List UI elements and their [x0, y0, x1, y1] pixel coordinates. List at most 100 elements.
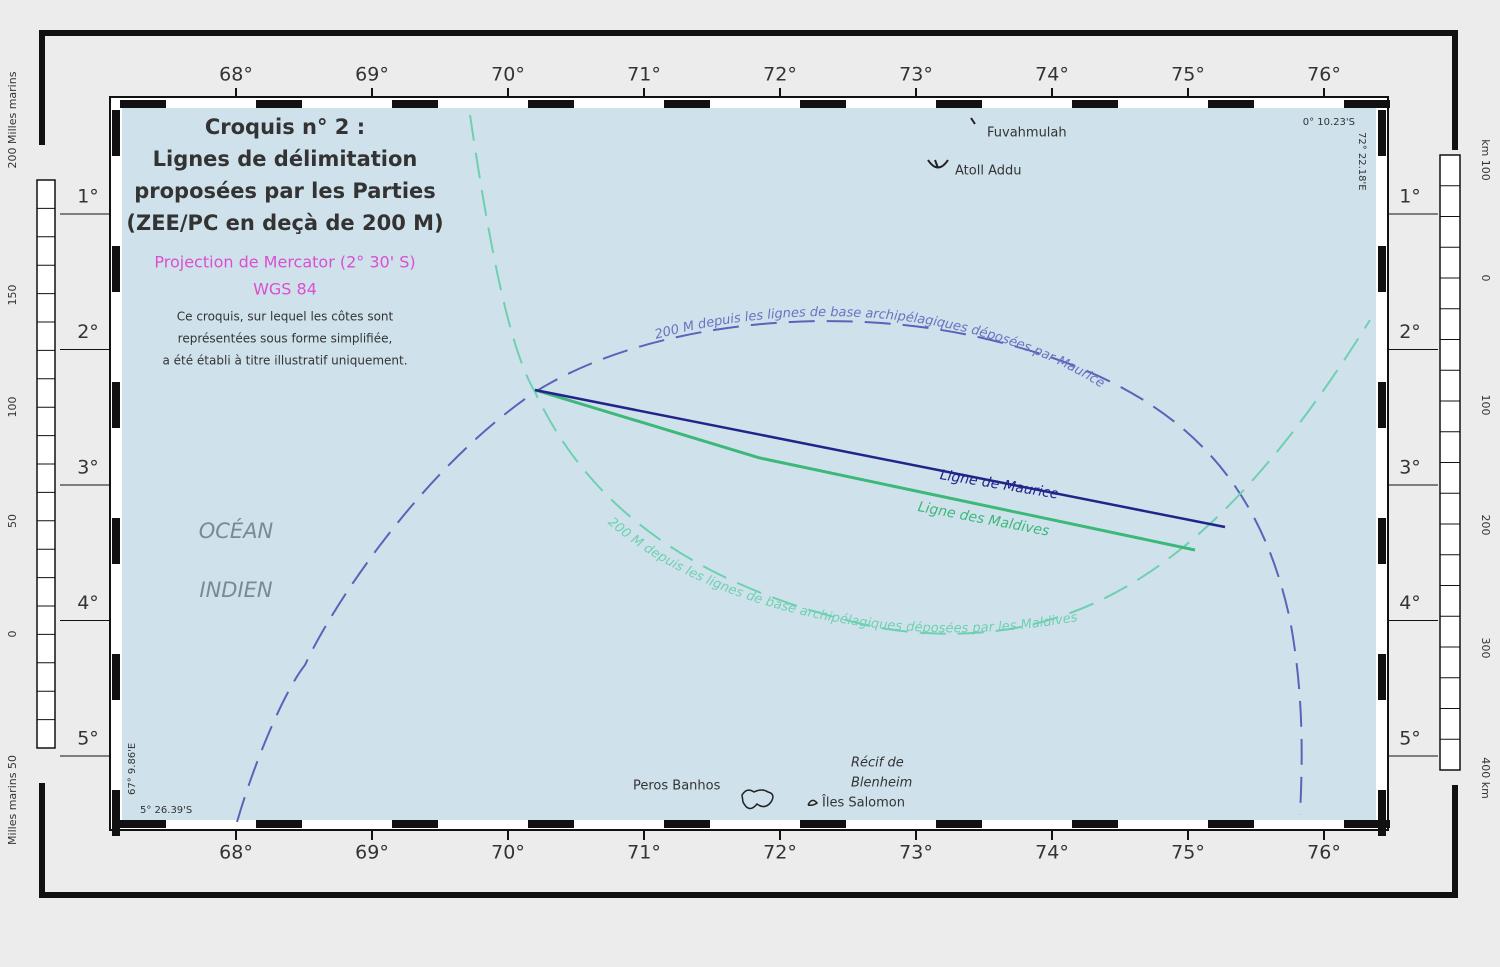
- latitude-label: 4°: [77, 592, 99, 614]
- latitude-label: 4°: [1399, 592, 1421, 614]
- latitude-label: 5°: [1399, 728, 1421, 750]
- latitude-label: 5°: [77, 728, 99, 750]
- longitude-label: 76°: [1307, 842, 1341, 864]
- outer-frame: [39, 30, 1458, 898]
- frame-tick: [256, 820, 302, 828]
- latitude-label: 3°: [1399, 457, 1421, 479]
- longitude-label: 70°: [491, 842, 525, 864]
- frame-tick: [800, 100, 846, 108]
- scale-right-label: 100: [1479, 395, 1492, 416]
- frame-tick: [1072, 100, 1118, 108]
- latitude-label: 2°: [1399, 321, 1421, 343]
- scale-left-label: 200 Milles marins: [6, 71, 19, 168]
- frame-tick: [1378, 790, 1386, 836]
- title-line: (ZEE/PC en deçà de 200 M): [126, 211, 443, 235]
- frame-tick: [112, 382, 120, 428]
- frame-tick: [112, 246, 120, 292]
- frame-tick: [112, 518, 120, 564]
- scale-left-label: Milles marins 50: [6, 755, 19, 845]
- place-label: Récif de: [851, 756, 904, 771]
- frame-tick: [664, 100, 710, 108]
- note: représentées sous forme simplifiée,: [178, 332, 393, 346]
- longitude-label: 71°: [627, 64, 661, 86]
- place-label: Fuvahmulah: [987, 126, 1067, 141]
- frame-tick: [528, 820, 574, 828]
- frame-tick: [120, 100, 166, 108]
- longitude-label: 75°: [1171, 842, 1205, 864]
- note: a été établi à titre illustratif uniquem…: [162, 354, 407, 368]
- frame-tick: [256, 100, 302, 108]
- title-line: Croquis n° 2 :: [205, 115, 365, 139]
- title-line: proposées par les Parties: [134, 179, 436, 203]
- scale-right-label: 400 km: [1479, 757, 1492, 799]
- line-maurice: [534, 388, 1226, 529]
- longitude-label: 74°: [1035, 842, 1069, 864]
- frame-tick: [800, 820, 846, 828]
- frame-tick: [1378, 654, 1386, 700]
- frame-tick: [1208, 820, 1254, 828]
- longitude-label: 69°: [355, 842, 389, 864]
- longitude-label: 68°: [219, 64, 253, 86]
- longitude-label: 73°: [899, 842, 933, 864]
- scale-left-label: 0: [6, 631, 19, 638]
- islands-north: [927, 117, 976, 169]
- frame-tick: [1378, 246, 1386, 292]
- longitude-label: 72°: [763, 842, 797, 864]
- longitude-label: 73°: [899, 64, 933, 86]
- note: Ce croquis, sur lequel les côtes sont: [177, 310, 394, 324]
- ocean-label: INDIEN: [199, 578, 273, 602]
- corner-label: 5° 26.39'S: [140, 805, 192, 816]
- frame-tick: [392, 820, 438, 828]
- scale-left-label: 150: [6, 285, 19, 306]
- frame-tick: [112, 790, 120, 836]
- frame-tick: [1378, 518, 1386, 564]
- title-line: Lignes de délimitation: [153, 147, 418, 171]
- longitude-label: 72°: [763, 64, 797, 86]
- scale-left-label: 50: [6, 514, 19, 528]
- corner-label: 72° 22.18'E: [1356, 132, 1367, 191]
- scale-right-label: 300: [1479, 638, 1492, 659]
- frame-tick: [1378, 110, 1386, 156]
- frame-tick: [528, 100, 574, 108]
- latitude-label: 2°: [77, 321, 99, 343]
- scale-right-label: km 100: [1479, 139, 1492, 181]
- frame-tick: [1378, 382, 1386, 428]
- projection: Projection de Mercator (2° 30' S): [154, 253, 415, 272]
- scale-right-label: 200: [1479, 515, 1492, 536]
- longitude-label: 69°: [355, 64, 389, 86]
- scale-right-label: 0: [1479, 275, 1492, 282]
- longitude-label: 70°: [491, 64, 525, 86]
- sea: [122, 108, 1376, 820]
- place-label: Blenheim: [851, 776, 912, 791]
- place-label: Atoll Addu: [955, 164, 1021, 179]
- ocean-label: OCÉAN: [199, 518, 274, 543]
- corner-label: 67° 9.86'E: [127, 743, 138, 795]
- latitude-label: 1°: [77, 186, 99, 208]
- frame-tick: [936, 820, 982, 828]
- frame-tick: [112, 110, 120, 156]
- frame-tick: [1208, 100, 1254, 108]
- scale-left-label: 100: [6, 397, 19, 418]
- longitude-label: 75°: [1171, 64, 1205, 86]
- islands-south: [741, 789, 819, 810]
- frame-tick: [936, 100, 982, 108]
- longitude-label: 71°: [627, 842, 661, 864]
- longitude-label: 76°: [1307, 64, 1341, 86]
- latitude-label: 1°: [1399, 186, 1421, 208]
- frame-tick: [664, 820, 710, 828]
- corner-label: 0° 10.23'S: [1303, 117, 1355, 128]
- place-label: Îles Salomon: [821, 795, 905, 811]
- projection: WGS 84: [253, 280, 317, 299]
- frame-tick: [120, 820, 166, 828]
- place-label: Peros Banhos: [633, 779, 721, 794]
- frame-tick: [1072, 820, 1118, 828]
- longitude-label: 68°: [219, 842, 253, 864]
- line-maldives: [534, 388, 1196, 552]
- frame-tick: [112, 654, 120, 700]
- latitude-label: 3°: [77, 457, 99, 479]
- longitude-label: 74°: [1035, 64, 1069, 86]
- frame-tick: [1344, 820, 1390, 828]
- frame-tick: [392, 100, 438, 108]
